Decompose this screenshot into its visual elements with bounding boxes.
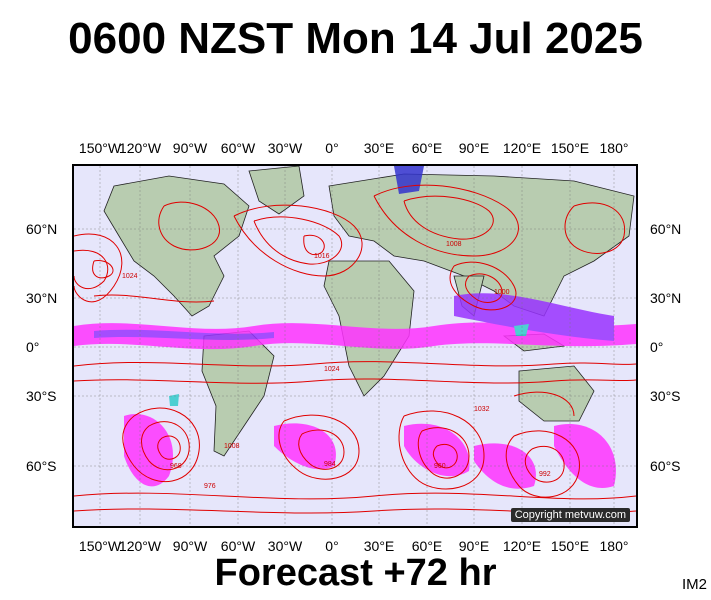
- image-code: IM2: [681, 576, 707, 593]
- lon-bot-label: 150°E: [550, 538, 590, 554]
- svg-text:984: 984: [324, 461, 336, 468]
- precip-asia: [454, 293, 614, 341]
- lon-top-label: 90°E: [458, 140, 490, 156]
- precip-south-4: [474, 443, 536, 489]
- lon-top-label: 0°: [325, 140, 339, 156]
- lon-top-label: 120°E: [502, 140, 542, 156]
- north-america: [103, 175, 250, 317]
- precip-heavy-1: [514, 324, 529, 336]
- lat-left-label: 30°S: [26, 388, 57, 404]
- lat-right-label: 60°N: [650, 221, 682, 237]
- lon-top-label: 90°W: [172, 140, 208, 156]
- map-canvas: 1024 1016 1008 1024 968 976 984 960 992 …: [74, 166, 636, 526]
- svg-text:960: 960: [434, 463, 446, 470]
- lon-top-label: 60°W: [220, 140, 256, 156]
- precip-itcz-core: [94, 329, 274, 340]
- precip-south-3: [404, 423, 470, 477]
- lat-right-label: 30°N: [650, 290, 682, 306]
- lon-top-label: 150°E: [550, 140, 590, 156]
- svg-text:1032: 1032: [474, 406, 490, 413]
- lon-bot-label: 60°W: [220, 538, 256, 554]
- chart-title: 0600 NZST Mon 14 Jul 2025: [68, 14, 643, 63]
- svg-text:1024: 1024: [122, 273, 138, 280]
- lon-bot-label: 120°W: [118, 538, 162, 554]
- lon-bot-label: 30°W: [267, 538, 303, 554]
- svg-text:1024: 1024: [324, 366, 340, 373]
- lat-left-label: 60°N: [26, 221, 58, 237]
- precipitation: [74, 166, 636, 489]
- lat-right-label: 0°: [650, 339, 664, 355]
- precip-south-1: [124, 414, 173, 487]
- lon-top-label: 30°E: [363, 140, 395, 156]
- svg-text:1008: 1008: [224, 443, 240, 450]
- lon-bot-label: 0°: [325, 538, 339, 554]
- svg-text:968: 968: [170, 463, 182, 470]
- lon-bot-label: 120°E: [502, 538, 542, 554]
- lat-left-label: 60°S: [26, 458, 57, 474]
- copyright-badge: Copyright metvuw.com: [510, 508, 630, 522]
- precip-itcz: [74, 322, 636, 350]
- australia: [518, 365, 595, 422]
- isobar-labels: 1024 1016 1008 1024 968 976 984 960 992 …: [122, 241, 551, 490]
- lon-top-label: 60°E: [411, 140, 443, 156]
- lon-bot-label: 150°W: [78, 538, 122, 554]
- lat-right-label: 30°S: [650, 388, 681, 404]
- lon-top-label: 180°: [599, 140, 629, 156]
- lat-left-label: 30°N: [26, 290, 58, 306]
- lon-bot-label: 30°E: [363, 538, 395, 554]
- precip-south-5: [554, 424, 616, 488]
- svg-text:1008: 1008: [446, 241, 462, 248]
- lat-right-label: 60°S: [650, 458, 681, 474]
- forecast-label: Forecast +72 hr: [214, 552, 497, 594]
- svg-text:992: 992: [539, 471, 551, 478]
- greenland: [248, 166, 305, 215]
- precip-heavy-2: [169, 394, 179, 406]
- lon-bot-label: 90°E: [458, 538, 490, 554]
- svg-text:976: 976: [204, 483, 216, 490]
- lat-left-label: 0°: [26, 339, 40, 355]
- south-america: [201, 330, 275, 457]
- weather-map: 1024 1016 1008 1024 968 976 984 960 992 …: [72, 164, 638, 528]
- svg-text:1016: 1016: [314, 253, 330, 260]
- lon-top-label: 150°W: [78, 140, 122, 156]
- lon-bot-label: 90°W: [172, 538, 208, 554]
- lon-bot-label: 60°E: [411, 538, 443, 554]
- lon-top-label: 120°W: [118, 140, 162, 156]
- lon-top-label: 30°W: [267, 140, 303, 156]
- svg-text:1000: 1000: [494, 289, 510, 296]
- precip-south-2: [274, 423, 336, 470]
- lon-bot-label: 180°: [599, 538, 629, 554]
